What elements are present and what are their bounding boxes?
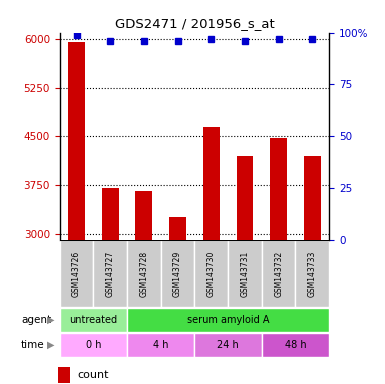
Bar (60, 308, 127, 332)
Bar (236, 156, 253, 240)
Bar (270, 137, 287, 240)
Bar (203, 127, 220, 240)
Text: ▶: ▶ (47, 339, 55, 350)
Bar (304, 156, 321, 240)
Text: GSM143730: GSM143730 (207, 250, 216, 297)
Text: GSM143726: GSM143726 (72, 250, 81, 297)
Text: GSM143728: GSM143728 (139, 250, 148, 297)
Text: GSM143731: GSM143731 (241, 250, 249, 297)
Text: 4 h: 4 h (153, 339, 169, 350)
Bar (194, 240, 228, 307)
Bar (161, 240, 194, 307)
Bar (228, 240, 262, 307)
Bar (194, 333, 262, 357)
Text: agent: agent (21, 314, 51, 325)
Bar (60, 333, 127, 357)
Title: GDS2471 / 201956_s_at: GDS2471 / 201956_s_at (115, 17, 274, 30)
Text: 0 h: 0 h (85, 339, 101, 350)
Text: untreated: untreated (69, 314, 117, 325)
Bar (58, 367, 70, 383)
Bar (262, 240, 296, 307)
Bar (68, 42, 85, 240)
Bar (127, 240, 161, 307)
Text: time: time (21, 339, 45, 350)
Bar (127, 308, 329, 332)
Text: GSM143733: GSM143733 (308, 250, 317, 297)
Text: 24 h: 24 h (217, 339, 239, 350)
Text: GSM143727: GSM143727 (106, 250, 115, 297)
Bar (93, 240, 127, 307)
Text: GSM143729: GSM143729 (173, 250, 182, 297)
Text: serum amyloid A: serum amyloid A (187, 314, 270, 325)
Bar (296, 240, 329, 307)
Bar (169, 217, 186, 240)
Bar (127, 333, 194, 357)
Text: count: count (78, 371, 109, 381)
Text: GSM143732: GSM143732 (274, 250, 283, 297)
Bar (102, 188, 119, 240)
Bar (60, 240, 93, 307)
Text: ▶: ▶ (47, 314, 55, 325)
Text: 48 h: 48 h (285, 339, 306, 350)
Bar (136, 191, 152, 240)
Bar (262, 333, 329, 357)
